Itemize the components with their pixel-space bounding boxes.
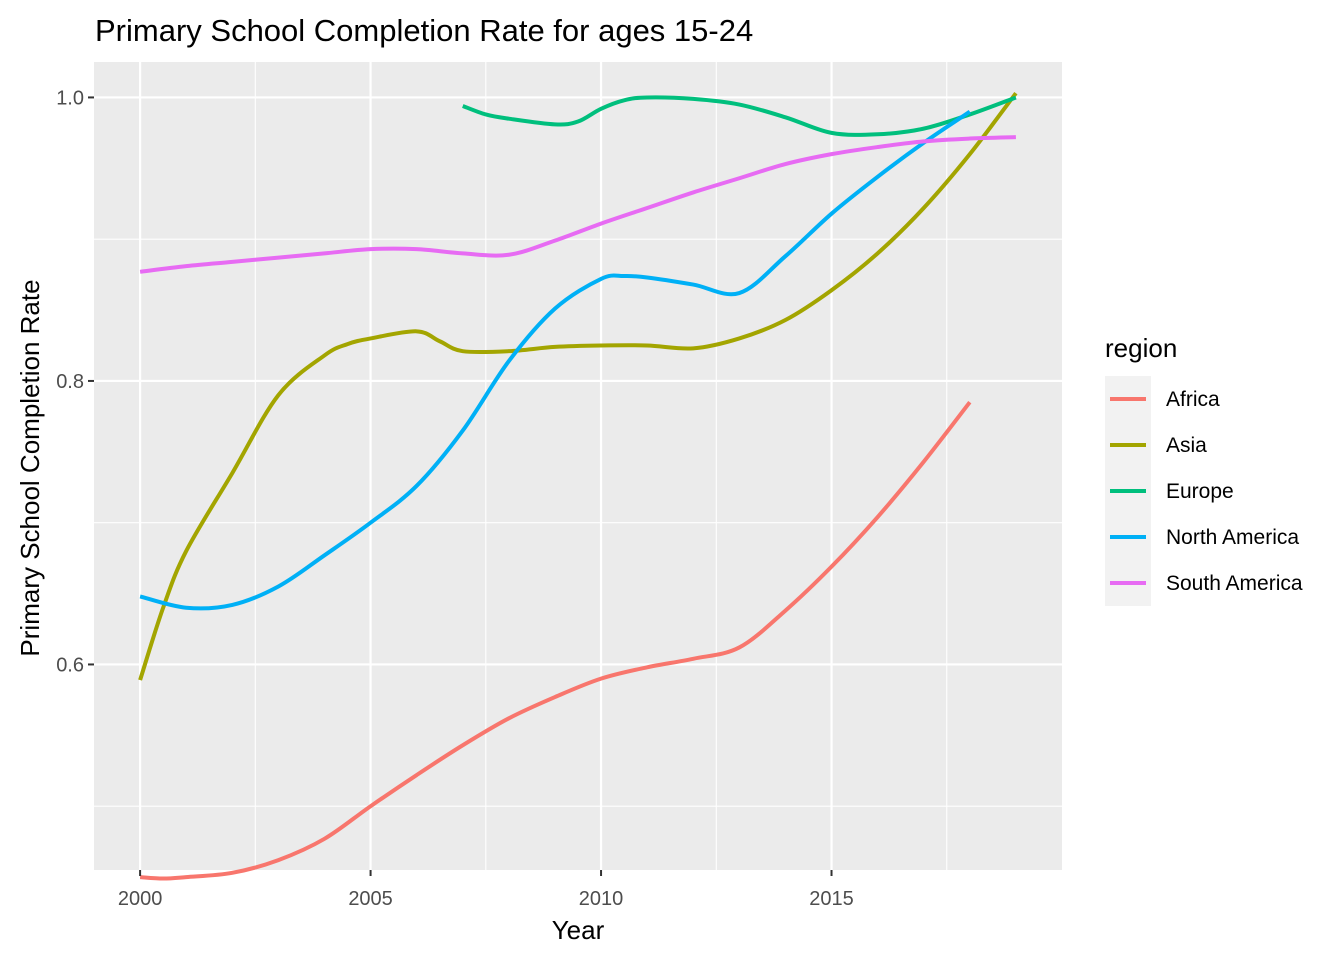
x-tick-label: 2000 [118, 888, 163, 910]
y-tick-label: 1.0 [56, 87, 84, 109]
series-line-asia [138, 91, 1018, 681]
series-line-south-america [139, 135, 1016, 274]
grid-major [94, 62, 1062, 870]
y-axis-title: Primary School Completion Rate [15, 279, 45, 656]
series-lines [138, 91, 1018, 881]
series-line-africa [139, 400, 972, 881]
x-axis: 2000 2005 2010 2015 [118, 870, 854, 910]
legend-label-north-america: North America [1166, 526, 1299, 549]
series-line-europe [462, 95, 1017, 137]
series-line-north-america [139, 109, 971, 611]
legend-title: region [1105, 333, 1177, 363]
chart-title: Primary School Completion Rate for ages … [95, 13, 753, 48]
y-tick-label: 0.8 [56, 371, 84, 393]
legend-label-asia: Asia [1166, 434, 1207, 457]
legend-label-africa: Africa [1166, 388, 1220, 411]
y-axis: 0.6 0.8 1.0 [56, 87, 94, 676]
legend: region Africa Asia Europe North America Sout… [1105, 333, 1303, 606]
x-tick-label: 2010 [579, 888, 624, 910]
grid-minor [94, 62, 1062, 870]
x-axis-title: Year [552, 915, 605, 945]
x-tick-label: 2005 [348, 888, 393, 910]
plot-panel [94, 62, 1062, 870]
y-tick-label: 0.6 [56, 654, 84, 676]
legend-label-europe: Europe [1166, 480, 1234, 503]
legend-label-south-america: South America [1166, 572, 1303, 595]
x-tick-label: 2015 [809, 888, 854, 910]
